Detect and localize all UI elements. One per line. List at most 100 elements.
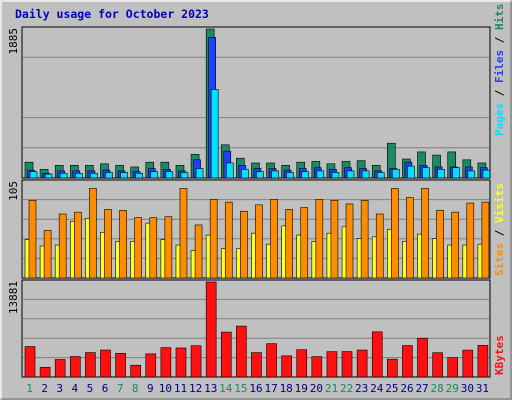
pages-bar <box>180 172 189 179</box>
kbytes-bar <box>24 346 36 378</box>
pages-bar <box>165 171 174 179</box>
x-tick-label: 23 <box>355 382 368 395</box>
x-tick-label: 1 <box>26 382 33 395</box>
x-tick-label: 21 <box>325 382 338 395</box>
y-max-label: 13881 <box>7 281 20 314</box>
pages-bar <box>361 170 370 179</box>
kbytes-bar <box>356 349 368 378</box>
x-tick-label: 6 <box>102 382 109 395</box>
pages-bar <box>376 172 385 179</box>
pages-bar <box>407 165 415 179</box>
pages-bar <box>59 172 68 179</box>
pages-bar <box>225 162 234 179</box>
kbytes-bar <box>39 366 51 378</box>
pages-bar <box>392 169 400 179</box>
x-tick-label: 17 <box>264 382 277 395</box>
x-tick-label: 2 <box>41 382 48 395</box>
kbytes-bar <box>266 343 277 378</box>
x-tick-label: 28 <box>431 382 444 395</box>
kbytes-bar <box>477 345 489 378</box>
pages-bar <box>135 172 143 179</box>
kbytes-bar <box>54 359 66 378</box>
plot-area <box>21 26 491 179</box>
kbytes-bar <box>69 356 81 378</box>
sites-bar <box>300 207 309 279</box>
pages-bar <box>316 170 325 179</box>
legend-separator: / <box>493 30 506 50</box>
pages-bar <box>271 170 279 179</box>
sites-bar <box>466 202 475 279</box>
pages-bar <box>301 171 310 179</box>
sites-bar <box>360 199 369 279</box>
pages-bar <box>195 168 204 179</box>
pages-bar <box>105 172 113 179</box>
sites-bar <box>209 199 218 279</box>
kbytes-bar <box>175 347 187 378</box>
legend-pages: Pages <box>493 103 506 136</box>
x-tick-label: 19 <box>295 382 308 395</box>
x-tick-label: 30 <box>461 382 474 395</box>
sites-bar <box>119 210 127 279</box>
x-tick-label: 11 <box>174 382 187 395</box>
pages-bar <box>467 170 476 179</box>
x-tick-label: 16 <box>249 382 262 395</box>
sites-bar <box>481 201 490 279</box>
kbytes-bar <box>341 351 353 378</box>
sites-bar <box>164 216 173 279</box>
kbytes-bar <box>447 357 459 378</box>
pages-bar <box>452 167 461 179</box>
kbytes-bar <box>402 345 413 378</box>
sites-bar <box>391 188 399 279</box>
sites-bar <box>179 188 188 279</box>
kbytes-bar <box>326 351 338 378</box>
pages-bar <box>482 169 491 179</box>
sites-bar <box>104 209 112 279</box>
sites-bar <box>451 211 460 279</box>
sites-bar <box>43 230 52 279</box>
sites-bar <box>330 199 339 279</box>
pages-bar <box>437 169 445 179</box>
chart-title: Daily usage for October 2023 <box>15 7 209 21</box>
pages-bar <box>150 171 159 179</box>
pages-bar <box>241 169 249 179</box>
x-tick-label: 25 <box>385 382 398 395</box>
x-tick-label: 31 <box>476 382 489 395</box>
legend-separator: / <box>493 223 506 243</box>
sites-bar <box>406 197 414 279</box>
pages-bar <box>120 172 128 179</box>
x-tick-label: 12 <box>189 382 202 395</box>
sites-bar <box>255 204 263 279</box>
x-tick-label: 8 <box>132 382 139 395</box>
x-tick-label: 15 <box>234 382 247 395</box>
x-tick-label: 26 <box>400 382 413 395</box>
sites-bar <box>240 210 248 279</box>
kbytes-bar <box>145 353 157 378</box>
y-max-label: 105 <box>7 181 20 201</box>
sites-bar <box>58 213 67 279</box>
x-tick-label: 13 <box>204 382 217 395</box>
x-tick-label: 29 <box>446 382 459 395</box>
pages-bar <box>74 172 83 179</box>
sites-bar <box>285 209 293 279</box>
pages-bar <box>90 172 98 179</box>
kbytes-bar <box>387 358 398 378</box>
kbytes-bar <box>296 349 308 378</box>
pages-bar <box>44 173 53 179</box>
kbytes-bar <box>190 345 202 378</box>
x-tick-label: 27 <box>415 382 428 395</box>
sites-bar <box>315 199 324 279</box>
pages-bar <box>286 172 294 179</box>
kbytes-bar <box>220 331 232 378</box>
pages-bar <box>331 172 340 179</box>
kbytes-bar <box>281 355 292 378</box>
kbytes-bar <box>311 356 323 378</box>
pages-bar <box>256 171 264 179</box>
pages-bar <box>210 89 219 179</box>
kbytes-bar <box>115 353 126 378</box>
pages-bar <box>422 167 430 179</box>
sites-bar <box>436 210 444 279</box>
kbytes-bar <box>251 352 262 378</box>
x-tick-label: 7 <box>117 382 124 395</box>
sites-bar <box>345 203 354 279</box>
